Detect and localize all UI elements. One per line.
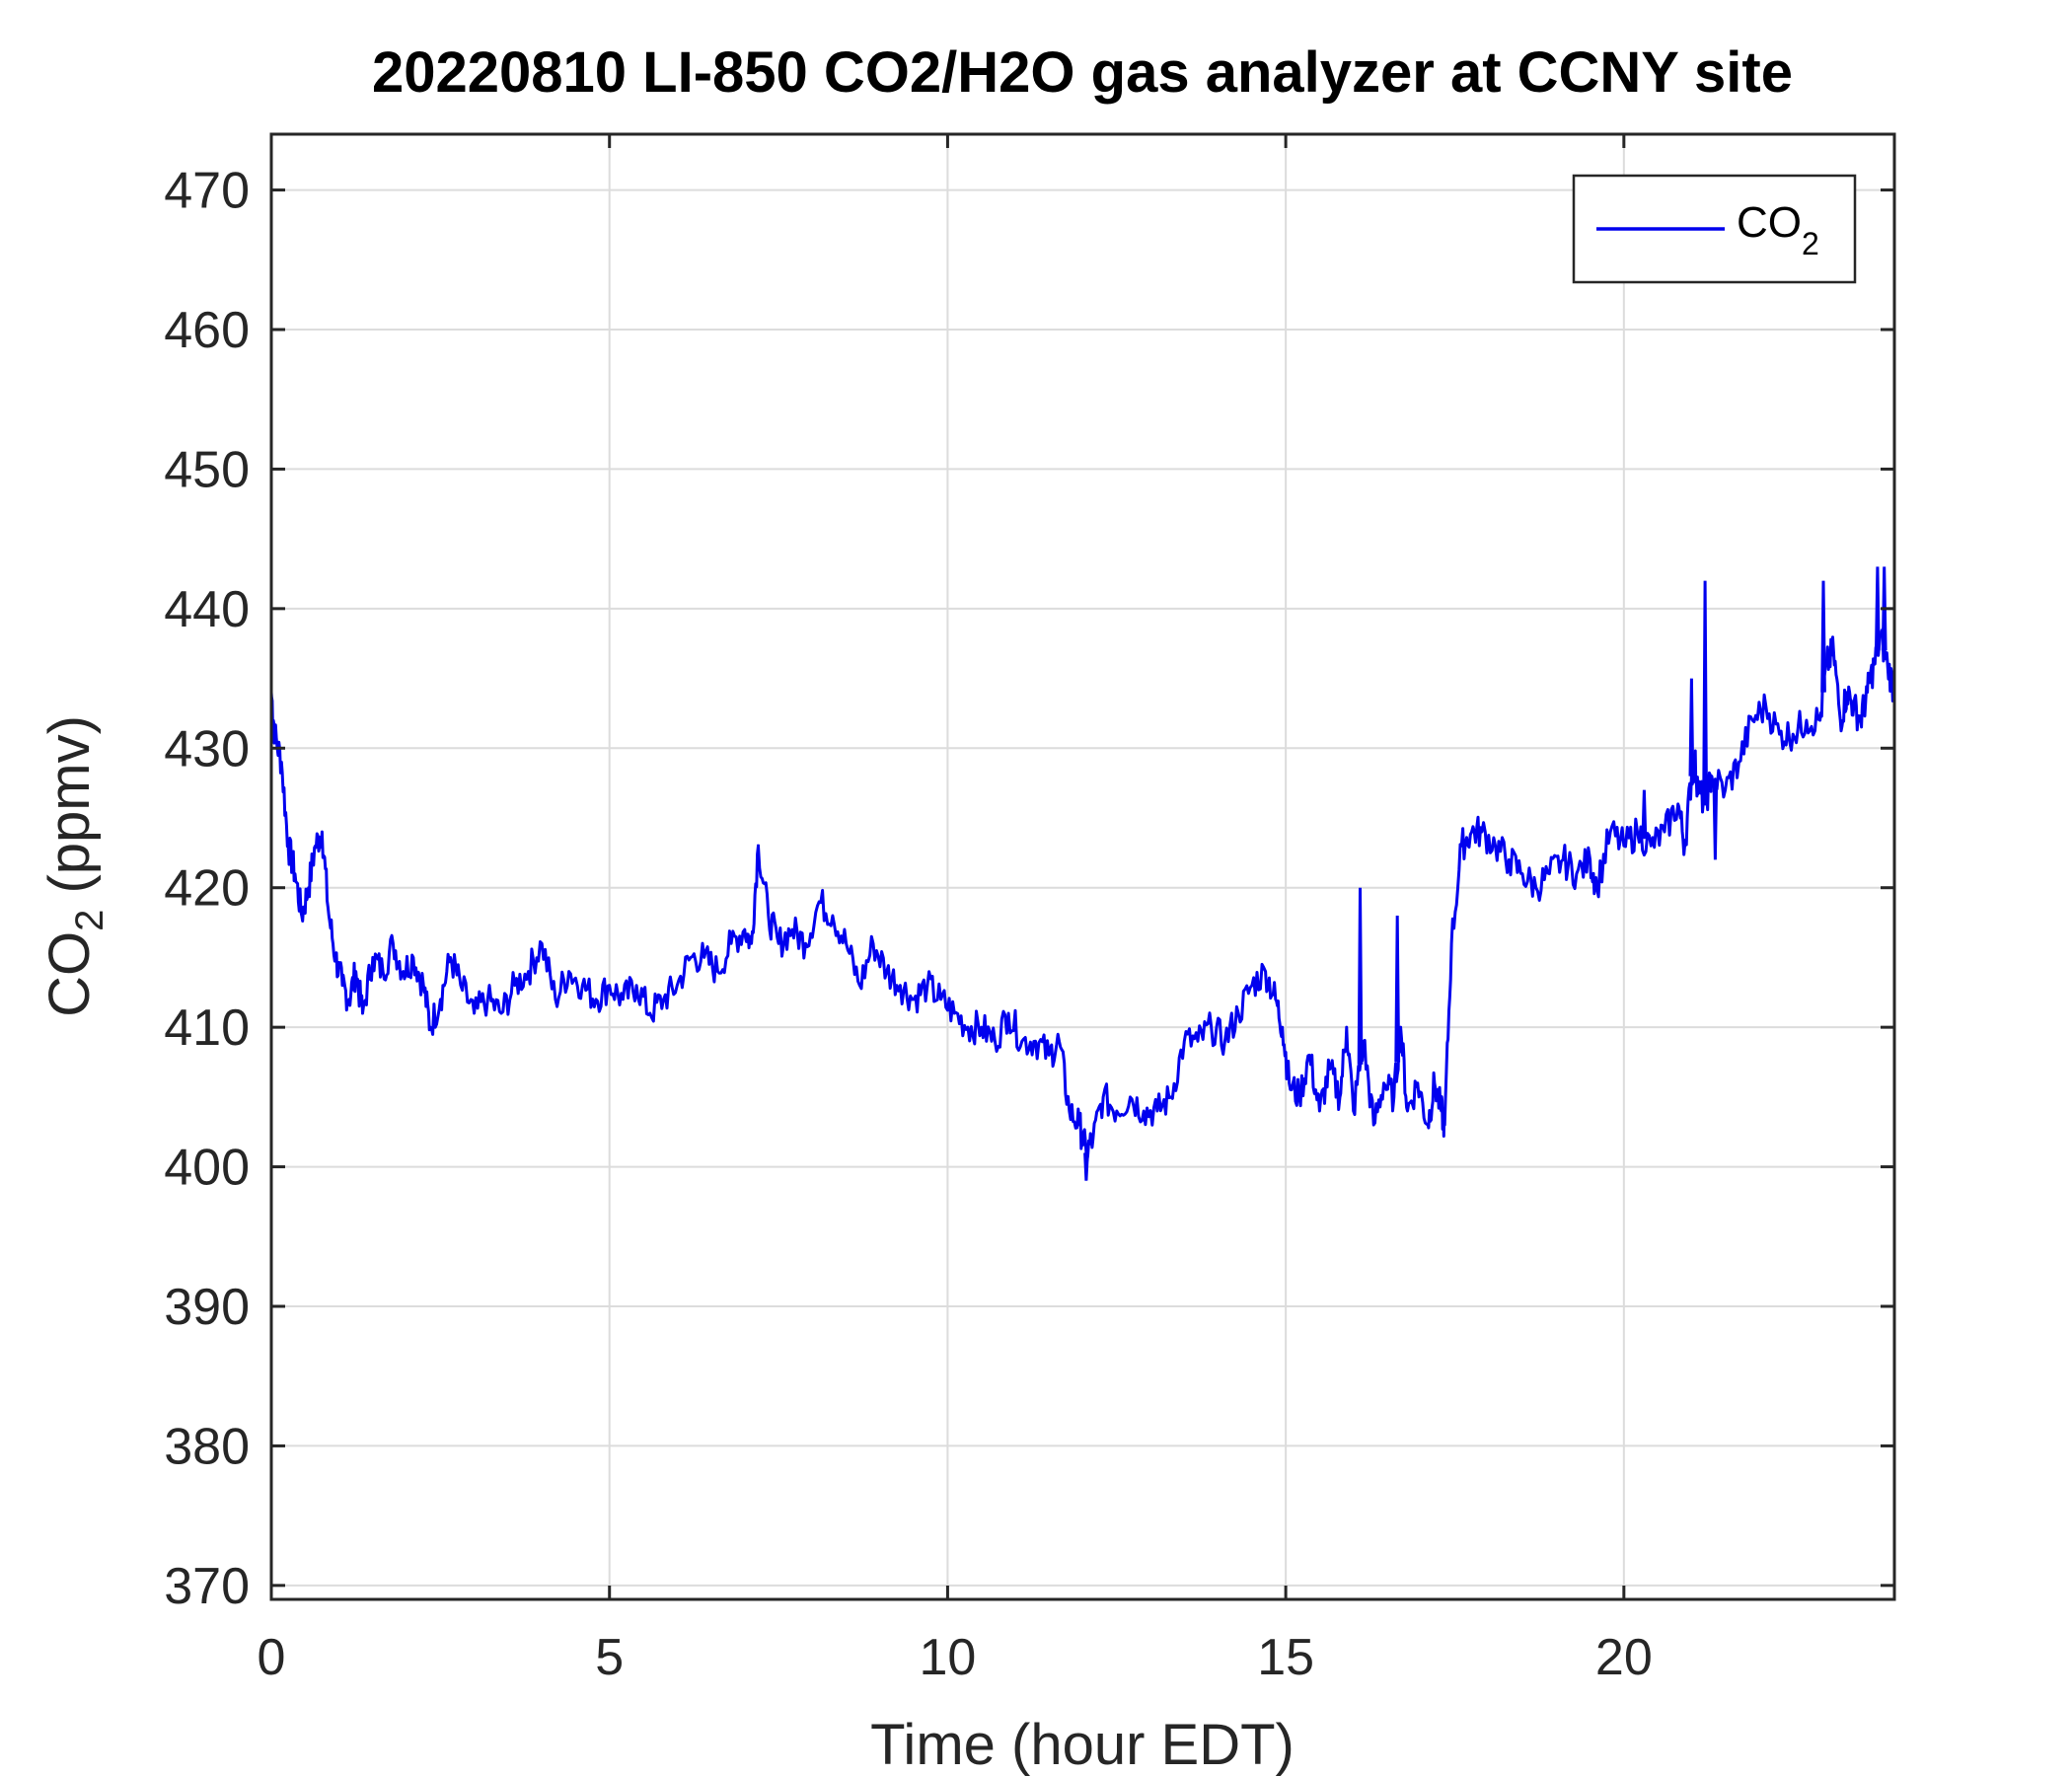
co2-series-line <box>269 628 1896 1162</box>
series-layer <box>269 566 1896 1181</box>
y-axis-title-subscript: 2 <box>68 910 111 931</box>
co2-series-spike <box>1688 678 1695 777</box>
co2-series-spike <box>1712 779 1719 860</box>
legend-label-subscript: 2 <box>1802 226 1819 261</box>
y-tick-label: 370 <box>164 1558 250 1615</box>
y-tick-label: 460 <box>164 302 250 359</box>
x-tick-label: 0 <box>258 1629 286 1686</box>
y-axis-title: CO2 (ppmv) <box>37 715 111 1017</box>
tick-marks <box>269 134 1894 1599</box>
legend-label-main: CO <box>1737 198 1802 247</box>
grid-lines <box>271 134 1894 1599</box>
y-tick-label: 390 <box>164 1279 250 1336</box>
y-tick-label: 380 <box>164 1418 250 1475</box>
tick-labels: 0 5 10 15 20 370 380 390 400 410 420 430 440 450 460 47… <box>164 163 1653 1686</box>
co2-series-spike <box>1702 580 1708 804</box>
y-axis-title-main: CO <box>37 931 102 1017</box>
x-tick-label: 15 <box>1257 1629 1314 1686</box>
svg-text:CO2: CO2 <box>1737 198 1819 261</box>
co2-series-spike <box>1357 887 1364 1065</box>
legend: CO2 <box>1572 174 1857 284</box>
y-tick-label: 410 <box>164 999 250 1057</box>
y-tick-label: 470 <box>164 163 250 220</box>
chart-title: 20220810 LI-850 CO2/H2O gas analyzer at … <box>372 40 1793 105</box>
y-tick-label: 450 <box>164 441 250 498</box>
x-tick-label: 10 <box>919 1629 976 1686</box>
y-tick-label: 430 <box>164 720 250 777</box>
x-axis-title: Time (hour EDT) <box>870 1713 1295 1776</box>
co2-series-spike <box>1820 580 1826 693</box>
co2-series-spike <box>1083 1152 1089 1181</box>
co2-series-spike <box>1881 566 1887 651</box>
y-tick-label: 440 <box>164 581 250 638</box>
y-tick-label: 400 <box>164 1140 250 1197</box>
co2-series-spike <box>1641 789 1648 840</box>
x-tick-label: 5 <box>595 1629 624 1686</box>
svg-text:CO2 (ppmv): CO2 (ppmv) <box>37 715 111 1017</box>
co2-series-spike <box>1394 915 1401 1063</box>
x-tick-label: 20 <box>1595 1629 1653 1686</box>
y-tick-label: 420 <box>164 860 250 918</box>
co2-series-spike <box>1875 566 1881 651</box>
y-axis-title-tail: (ppmv) <box>37 715 102 910</box>
plot-frame <box>269 132 1896 1601</box>
